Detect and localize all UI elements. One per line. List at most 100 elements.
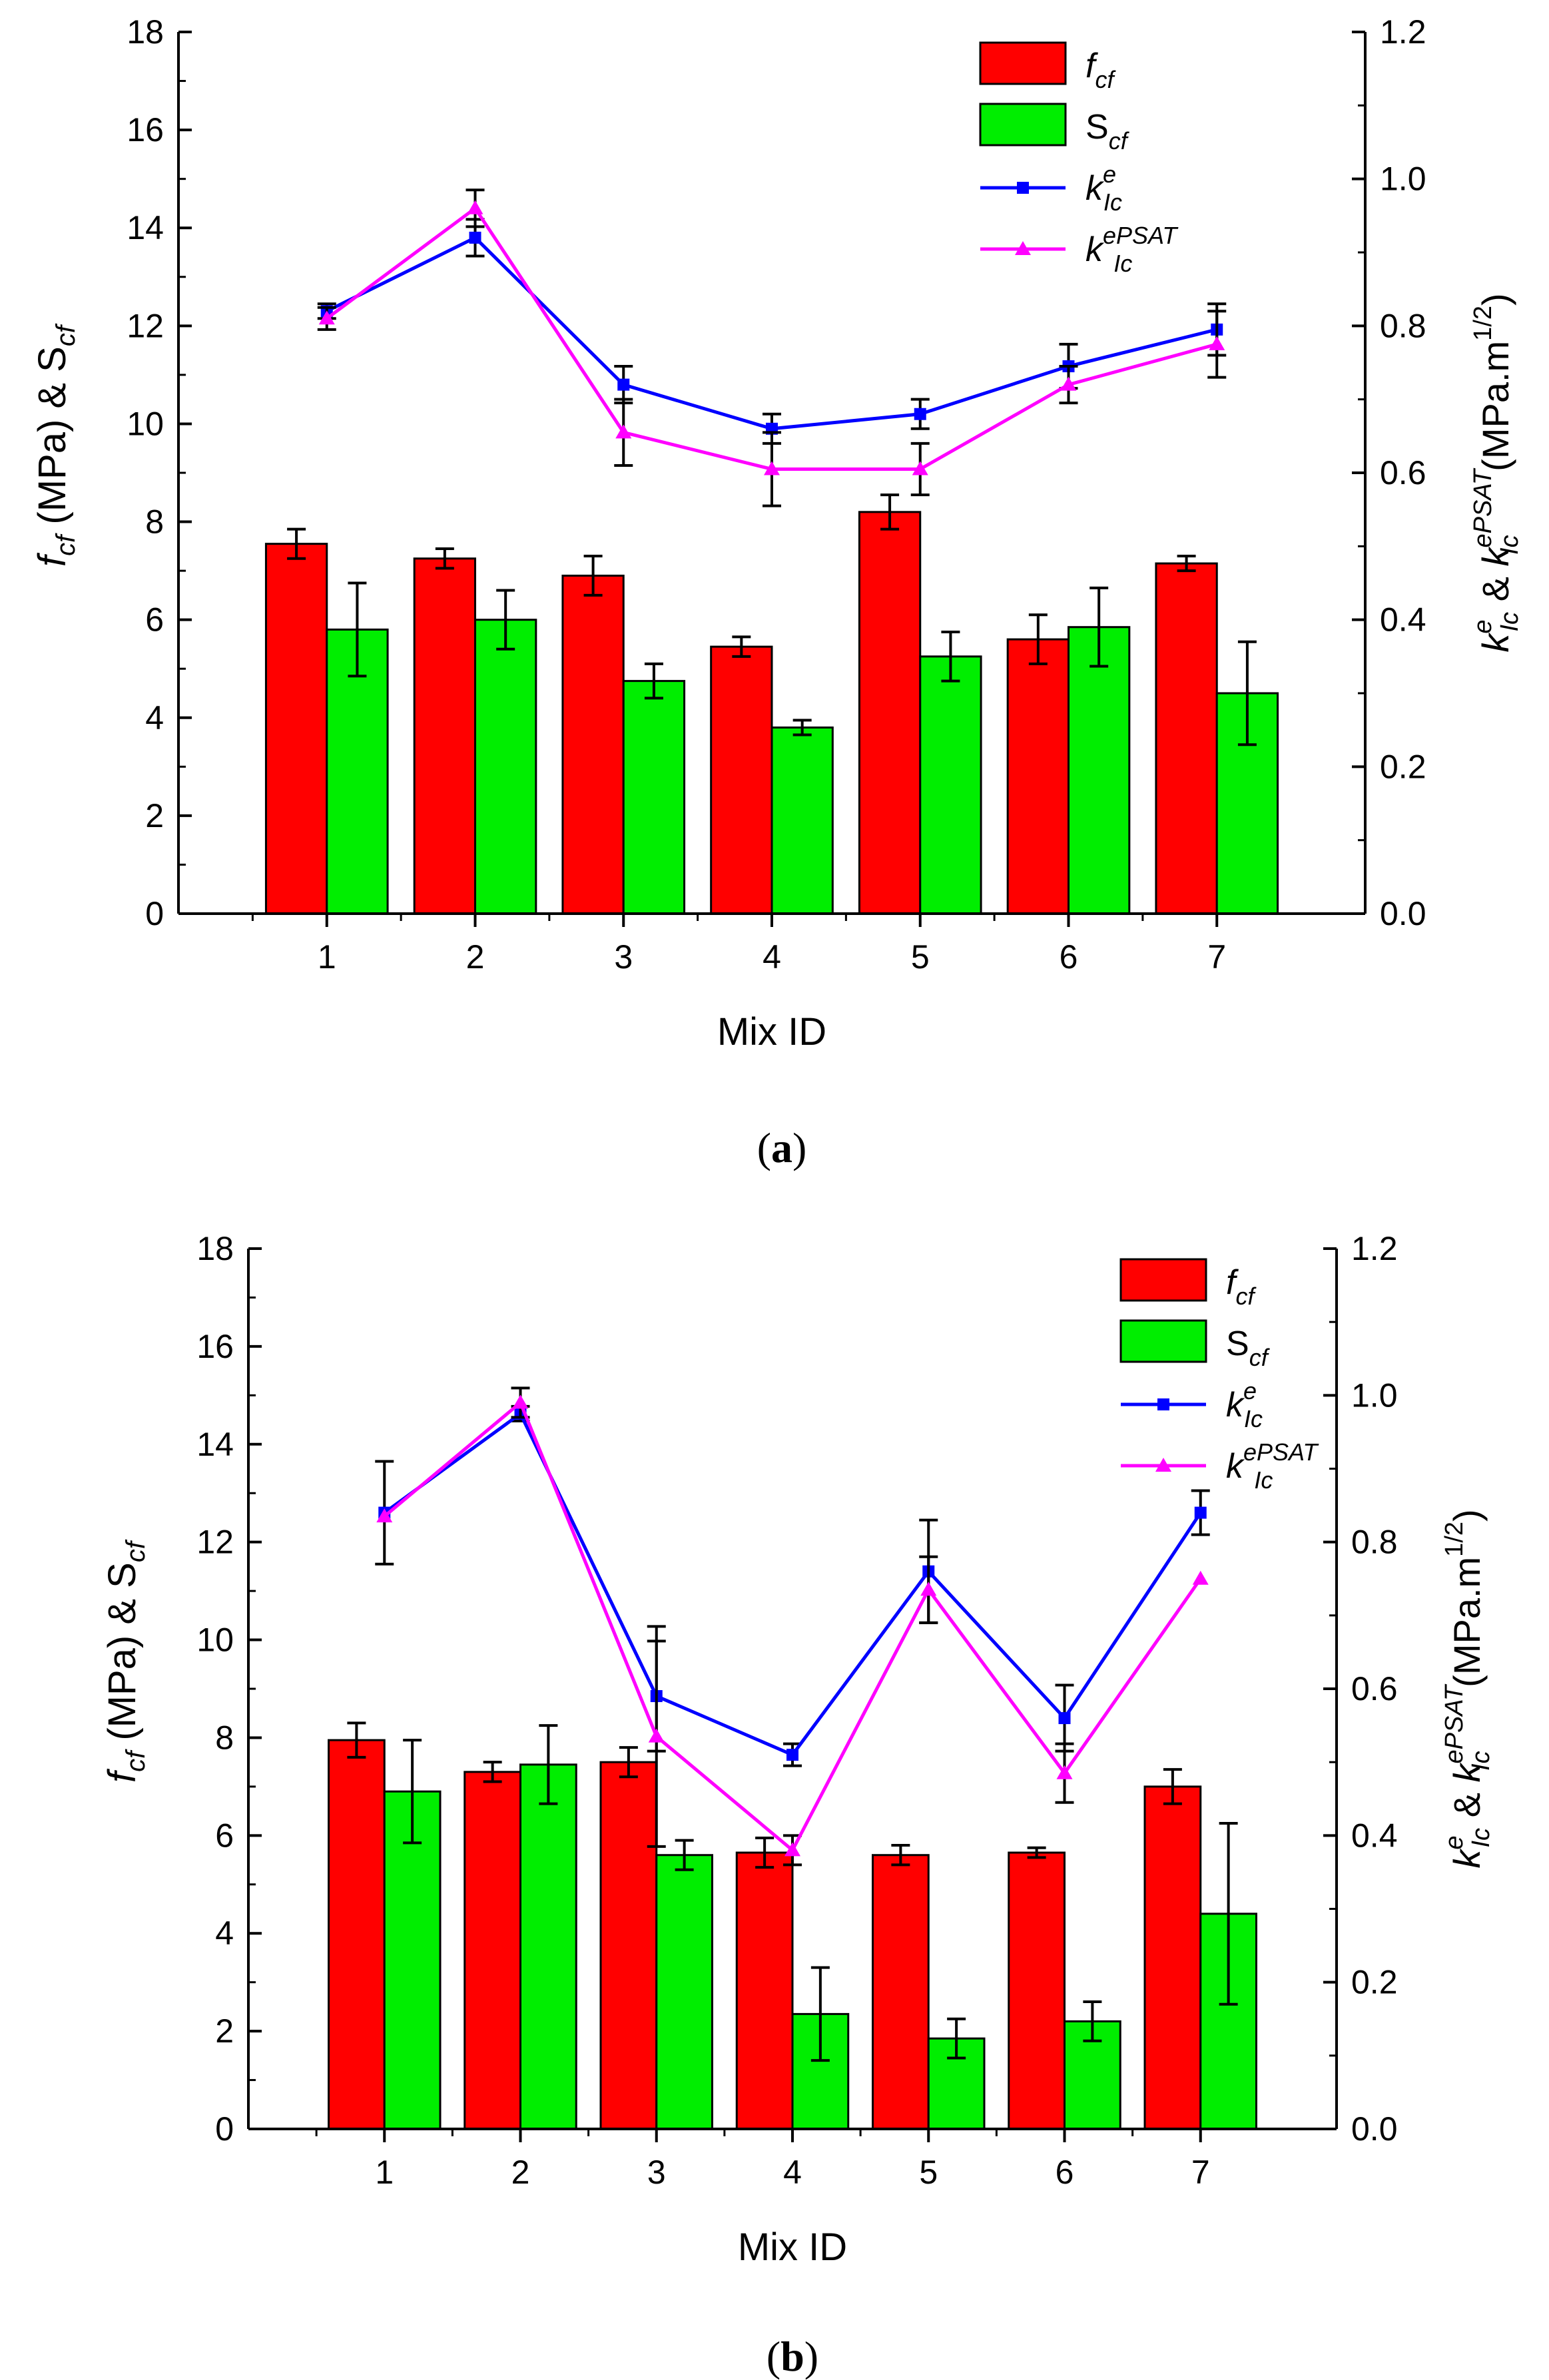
legend-marker-k_Ic^ePSAT: [1015, 241, 1031, 255]
legend-item-1: fcf: [1119, 1258, 1257, 1310]
legend-item-1: fcf: [979, 41, 1116, 93]
tick-label-x-3: 3: [647, 2154, 666, 2191]
errorbar-f_cf-6: [1028, 613, 1048, 665]
point-k_Ic^e-3: [617, 378, 630, 391]
tick-label-x-2: 2: [466, 938, 485, 976]
errorbar-f_cf-1: [347, 1721, 366, 1759]
tick-label-right-0.2: 0.2: [1380, 748, 1426, 785]
bar-series-f_cf: [264, 493, 1218, 915]
errorbar-S_cf-5: [947, 2017, 966, 2060]
errorbar-S_cf-4: [792, 719, 812, 737]
errorbar-f_cf-5: [880, 493, 900, 531]
tick-label-right-1.0: 1.0: [1380, 160, 1426, 198]
bar-f_cf-4: [710, 645, 773, 915]
tick-label-left-8: 8: [215, 1719, 234, 1756]
tick-label-left-12: 12: [196, 1524, 234, 1561]
line-series-k_Ic^ePSAT: [376, 1386, 1209, 1867]
tick-label-right-0.4: 0.4: [1380, 601, 1426, 639]
legend-label-4: kePSAT Ic: [1085, 222, 1179, 277]
legend-swatch-f_cf: [979, 41, 1067, 85]
errorbar-f_cf-7: [1163, 1768, 1182, 1805]
tick-label-left-4: 4: [145, 699, 164, 737]
point-k_Ic^ePSAT-4: [764, 461, 780, 475]
panel-label: b: [780, 2333, 804, 2380]
tick-label-left-14: 14: [196, 1426, 234, 1463]
bar-f_cf-1: [328, 1739, 386, 2130]
legend-label-3: ke Ic: [1226, 1377, 1263, 1432]
tick-label-x-7: 7: [1207, 938, 1226, 976]
point-k_Ic^ePSAT-3: [648, 1728, 665, 1743]
errorbar-S_cf-2: [496, 589, 515, 651]
tick-label-left-0: 0: [215, 2110, 234, 2148]
bar-f_cf-2: [464, 1771, 522, 2130]
tick-label-left-12: 12: [127, 307, 164, 344]
errorbar-S_cf-6: [1083, 2000, 1102, 2042]
tick-label-left-6: 6: [145, 601, 164, 639]
bar-f_cf-2: [413, 557, 476, 915]
y-axis-right-label: keIc & kePSATIc (MPa.m1/2): [1440, 1509, 1495, 1868]
tick-label-right-1.0: 1.0: [1351, 1376, 1398, 1414]
panel-caption: (b): [767, 2333, 818, 2380]
tick-label-x-7: 7: [1191, 2154, 1210, 2191]
errorbar-S_cf-7: [1219, 1821, 1238, 2006]
errorbar-f_cf-3: [583, 555, 603, 597]
point-k_Ic^ePSAT-7: [1192, 1570, 1209, 1585]
tick-label-x-5: 5: [919, 2154, 938, 2191]
errorbar-f_cf-5: [891, 1844, 910, 1867]
tick-label-right-1.2: 1.2: [1351, 1230, 1398, 1267]
legend-swatch-f_cf: [1119, 1258, 1207, 1302]
legend-swatch-S_cf: [979, 103, 1067, 147]
tick-label-left-10: 10: [196, 1622, 234, 1659]
tick-label-x-2: 2: [511, 2154, 530, 2191]
errorbar-S_cf-3: [644, 662, 663, 700]
bar-f_cf-7: [1155, 562, 1218, 915]
legend-label-3: ke Ic: [1085, 160, 1122, 216]
tick-label-x-6: 6: [1060, 938, 1078, 976]
errorbar-f_cf-4: [755, 1837, 774, 1869]
legend-label-2: Scf: [1226, 1325, 1271, 1371]
tick-label-left-10: 10: [127, 405, 164, 442]
line-series-k_Ic^e: [375, 1404, 1210, 1767]
point-k_Ic^ePSAT-7: [1209, 336, 1225, 350]
point-k_Ic^e-5: [914, 408, 926, 420]
tick-label-right-0.0: 0.0: [1351, 2110, 1398, 2148]
legend: fcf Scf ke Ic kePSAT Ic: [979, 41, 1179, 277]
tick-label-left-16: 16: [127, 111, 164, 149]
tick-label-left-2: 2: [145, 797, 164, 834]
tick-label-left-16: 16: [196, 1328, 234, 1365]
bar-S_cf-4: [771, 726, 834, 915]
errorbar-S_cf-2: [539, 1724, 558, 1805]
bar-series-f_cf: [328, 1721, 1202, 2130]
tick-label-right-0.8: 0.8: [1380, 307, 1426, 344]
tick-label-x-5: 5: [911, 938, 930, 976]
errorbar-S_cf-5: [941, 631, 960, 683]
tick-label-right-0.0: 0.0: [1380, 895, 1426, 932]
tick-label-x-1: 1: [318, 938, 336, 976]
tick-label-left-2: 2: [215, 2012, 234, 2050]
bar-f_cf-3: [599, 1761, 658, 2130]
y-axis-right-label: keIc & kePSATIc (MPa.m1/2): [1469, 293, 1524, 652]
errorbar-S_cf-4: [810, 1966, 830, 2062]
bar-f_cf-5: [858, 511, 922, 915]
tick-label-left-18: 18: [196, 1230, 234, 1267]
point-k_Ic^ePSAT-2: [512, 1394, 529, 1409]
y-axis-left-label: fcf (MPa) & Scf: [101, 1539, 151, 1783]
bar-f_cf-1: [264, 543, 328, 915]
legend-label-2: Scf: [1085, 108, 1130, 154]
line-series-k_Ic^ePSAT: [317, 188, 1227, 507]
point-k_Ic^ePSAT-1: [376, 1508, 393, 1523]
legend-label-1: fcf: [1085, 47, 1116, 93]
legend-label-4: kePSAT Ic: [1226, 1438, 1319, 1494]
legend-marker-k_Ic^ePSAT: [1155, 1458, 1171, 1472]
bar-series-S_cf: [326, 581, 1279, 915]
tick-label-x-1: 1: [375, 2154, 394, 2191]
bar-f_cf-7: [1143, 1785, 1202, 2130]
tick-label-left-8: 8: [145, 503, 164, 541]
tick-label-left-4: 4: [215, 1915, 234, 1952]
point-k_Ic^e-2: [469, 231, 481, 244]
errorbar-S_cf-6: [1089, 586, 1109, 668]
bar-f_cf-6: [1006, 638, 1070, 915]
tick-label-left-6: 6: [215, 1817, 234, 1854]
tick-label-x-4: 4: [783, 2154, 802, 2191]
tick-label-right-0.2: 0.2: [1351, 1964, 1398, 2001]
